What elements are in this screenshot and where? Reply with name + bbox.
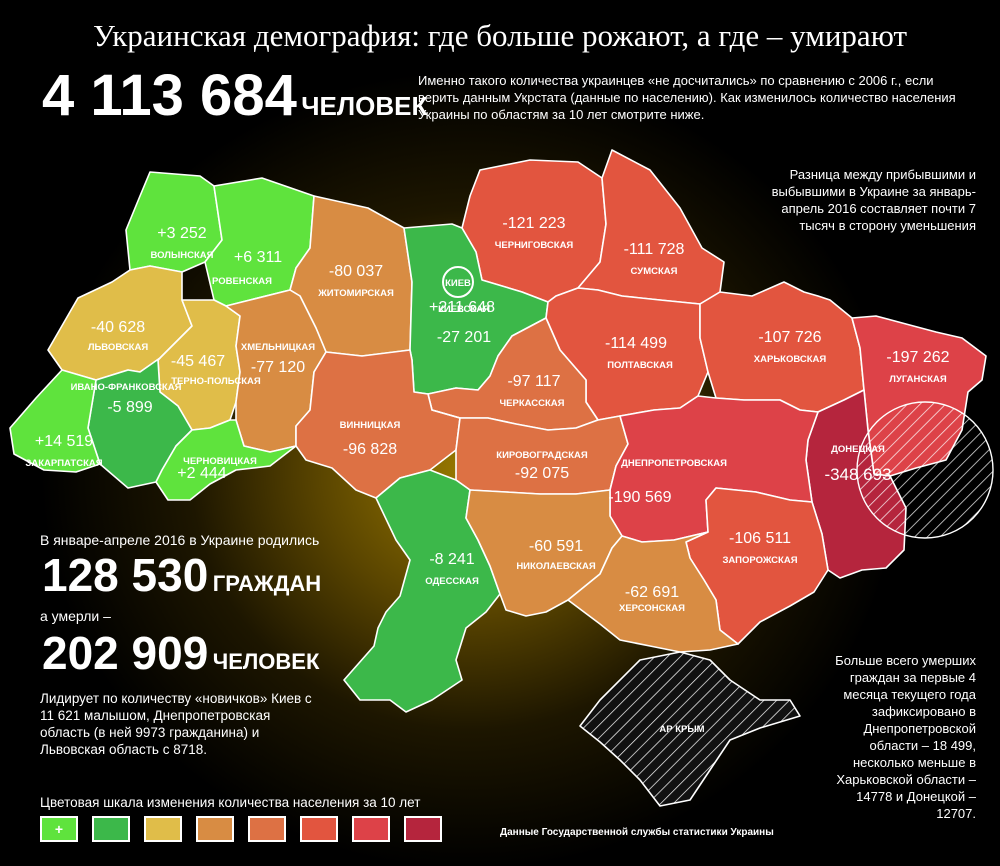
region-value-odesa: -8 241 <box>429 551 474 568</box>
region-kharkiv <box>699 281 865 413</box>
region-name-kharkiv: ХАРЬКОВСКАЯ <box>754 354 827 365</box>
region-value-poltava: -114 499 <box>605 335 667 352</box>
died-stat: 202 909 человек <box>42 626 319 680</box>
region-value-vinnytsia: -96 828 <box>343 441 397 458</box>
region-value-donetsk: -348 693 <box>824 465 891 484</box>
region-value-kyiv_obl: -27 201 <box>437 329 491 346</box>
region-value-cherkasy: -97 117 <box>507 373 560 390</box>
region-zakarpattia <box>9 369 101 473</box>
region-name-poltava: ПОЛТАВСКАЯ <box>607 360 673 371</box>
region-name-kirovohrad: КИРОВОГРАДСКАЯ <box>496 450 588 461</box>
region-name-zakarpattia: ЗАКАРПАТСКАЯ <box>25 458 102 469</box>
legend-swatch <box>300 816 338 842</box>
region-value-kyiv_city: +211 648 <box>429 299 495 316</box>
region-name-lviv: ЛЬВОВСКАЯ <box>88 342 149 353</box>
born-lead: В январе-апреле 2016 в Украине родились <box>40 532 320 548</box>
headline-number: 4 113 684 <box>42 63 297 128</box>
born-number: 128 530 <box>42 549 209 601</box>
region-name-ternopil: ТЕРНО-ПОЛЬСКАЯ <box>171 376 261 387</box>
region-name-crimea: АР КРЫМ <box>659 724 704 735</box>
region-value-khmelnytskyi: -77 120 <box>251 359 305 376</box>
intro-text: Именно такого количества украинцев «не д… <box>418 73 956 122</box>
region-name-sumy: СУМСКАЯ <box>631 266 678 277</box>
legend-swatch <box>144 816 182 842</box>
region-name-donetsk: ДОНЕЦКАЯ <box>831 444 885 455</box>
region-value-volyn: +3 252 <box>157 225 206 242</box>
legend-swatch <box>248 816 286 842</box>
color-legend: + <box>40 816 442 842</box>
region-name-kherson: ХЕРСОНСКАЯ <box>619 603 685 614</box>
died-number: 202 909 <box>42 627 209 679</box>
region-value-mykolaiv: -60 591 <box>529 538 583 555</box>
born-unit: граждан <box>212 571 322 596</box>
region-value-chernivtsi: +2 444 <box>177 465 226 482</box>
region-value-chernihiv: -121 223 <box>502 215 565 232</box>
region-name-zaporizhzhia: ЗАПОРОЖСКАЯ <box>722 555 797 566</box>
legend-swatch <box>196 816 234 842</box>
legend-swatch <box>404 816 442 842</box>
region-name-ivano: ИВАНО-ФРАНКОВСКАЯ <box>71 382 182 393</box>
deaths-note: Больше всего умерших граждан за первые 4… <box>835 653 976 821</box>
region-value-ivano: -5 899 <box>107 399 152 416</box>
died-unit: человек <box>212 649 320 674</box>
source-note: Данные Государственной службы статистики… <box>500 827 774 838</box>
region-value-ternopil: -45 467 <box>171 353 225 370</box>
died-lead: а умерли – <box>40 608 111 624</box>
region-kherson <box>567 531 739 653</box>
legend-title: Цветовая шкала изменения количества насе… <box>40 795 421 810</box>
leader-note: Лидирует по количеству «новичков» Киев с… <box>40 691 312 757</box>
region-name-rivne: РОВЕНСКАЯ <box>212 276 272 287</box>
region-value-zaporizhzhia: -106 511 <box>729 530 791 547</box>
region-chernivtsi <box>155 419 297 501</box>
region-value-kherson: -62 691 <box>625 584 679 601</box>
region-value-rivne: +6 311 <box>234 249 282 266</box>
legend-swatch: + <box>40 816 78 842</box>
headline-unit: человек <box>301 91 428 121</box>
region-name-luhansk: ЛУГАНСКАЯ <box>889 374 947 385</box>
region-name-volyn: ВОЛЫНСКАЯ <box>151 250 214 261</box>
born-stat: 128 530 граждан <box>42 548 321 602</box>
region-name-mykolaiv: НИКОЛАЕВСКАЯ <box>516 561 596 572</box>
legend-swatch <box>352 816 390 842</box>
page-title: Украинская демография: где больше рожают… <box>92 18 907 53</box>
region-value-zakarpattia: +14 519 <box>35 433 93 450</box>
headline-stat: 4 113 684 человек <box>42 62 427 129</box>
region-name-dnipro: ДНЕПРОПЕТРОВСКАЯ <box>621 458 727 469</box>
region-name-khmelnytskyi: ХМЕЛЬНИЦКАЯ <box>241 342 315 353</box>
region-name-chernivtsi: ЧЕРНОВИЦКАЯ <box>183 456 257 467</box>
legend-plus-label: + <box>54 821 64 837</box>
region-name-vinnytsia: ВИННИЦКАЯ <box>340 420 401 431</box>
region-value-sumy: -111 728 <box>624 241 685 258</box>
region-value-kirovohrad: -92 075 <box>515 465 569 482</box>
legend-swatch <box>92 816 130 842</box>
region-name-kyiv_obl: КИЕВСКАЯ <box>438 304 490 315</box>
region-name-chernihiv: ЧЕРНИГОВСКАЯ <box>495 240 574 251</box>
kyiv-city-marker <box>442 266 474 298</box>
region-value-zhytomyr: -80 037 <box>329 263 383 280</box>
region-name-cherkasy: ЧЕРКАССКАЯ <box>500 398 565 409</box>
diff-note: Разница между прибывшими и выбывшими в У… <box>771 167 976 233</box>
region-name-odesa: ОДЕССКАЯ <box>425 576 479 587</box>
kyiv-city-label: КИЕВ <box>445 278 471 289</box>
region-crimea <box>579 651 801 807</box>
region-value-lviv: -40 628 <box>91 319 145 336</box>
conflict-zone-hatch <box>856 401 994 539</box>
region-name-zhytomyr: ЖИТОМИРСКАЯ <box>317 288 394 299</box>
region-value-dnipro: -190 569 <box>608 489 671 506</box>
region-value-luhansk: -197 262 <box>886 349 949 366</box>
region-value-kharkiv: -107 726 <box>758 329 821 346</box>
